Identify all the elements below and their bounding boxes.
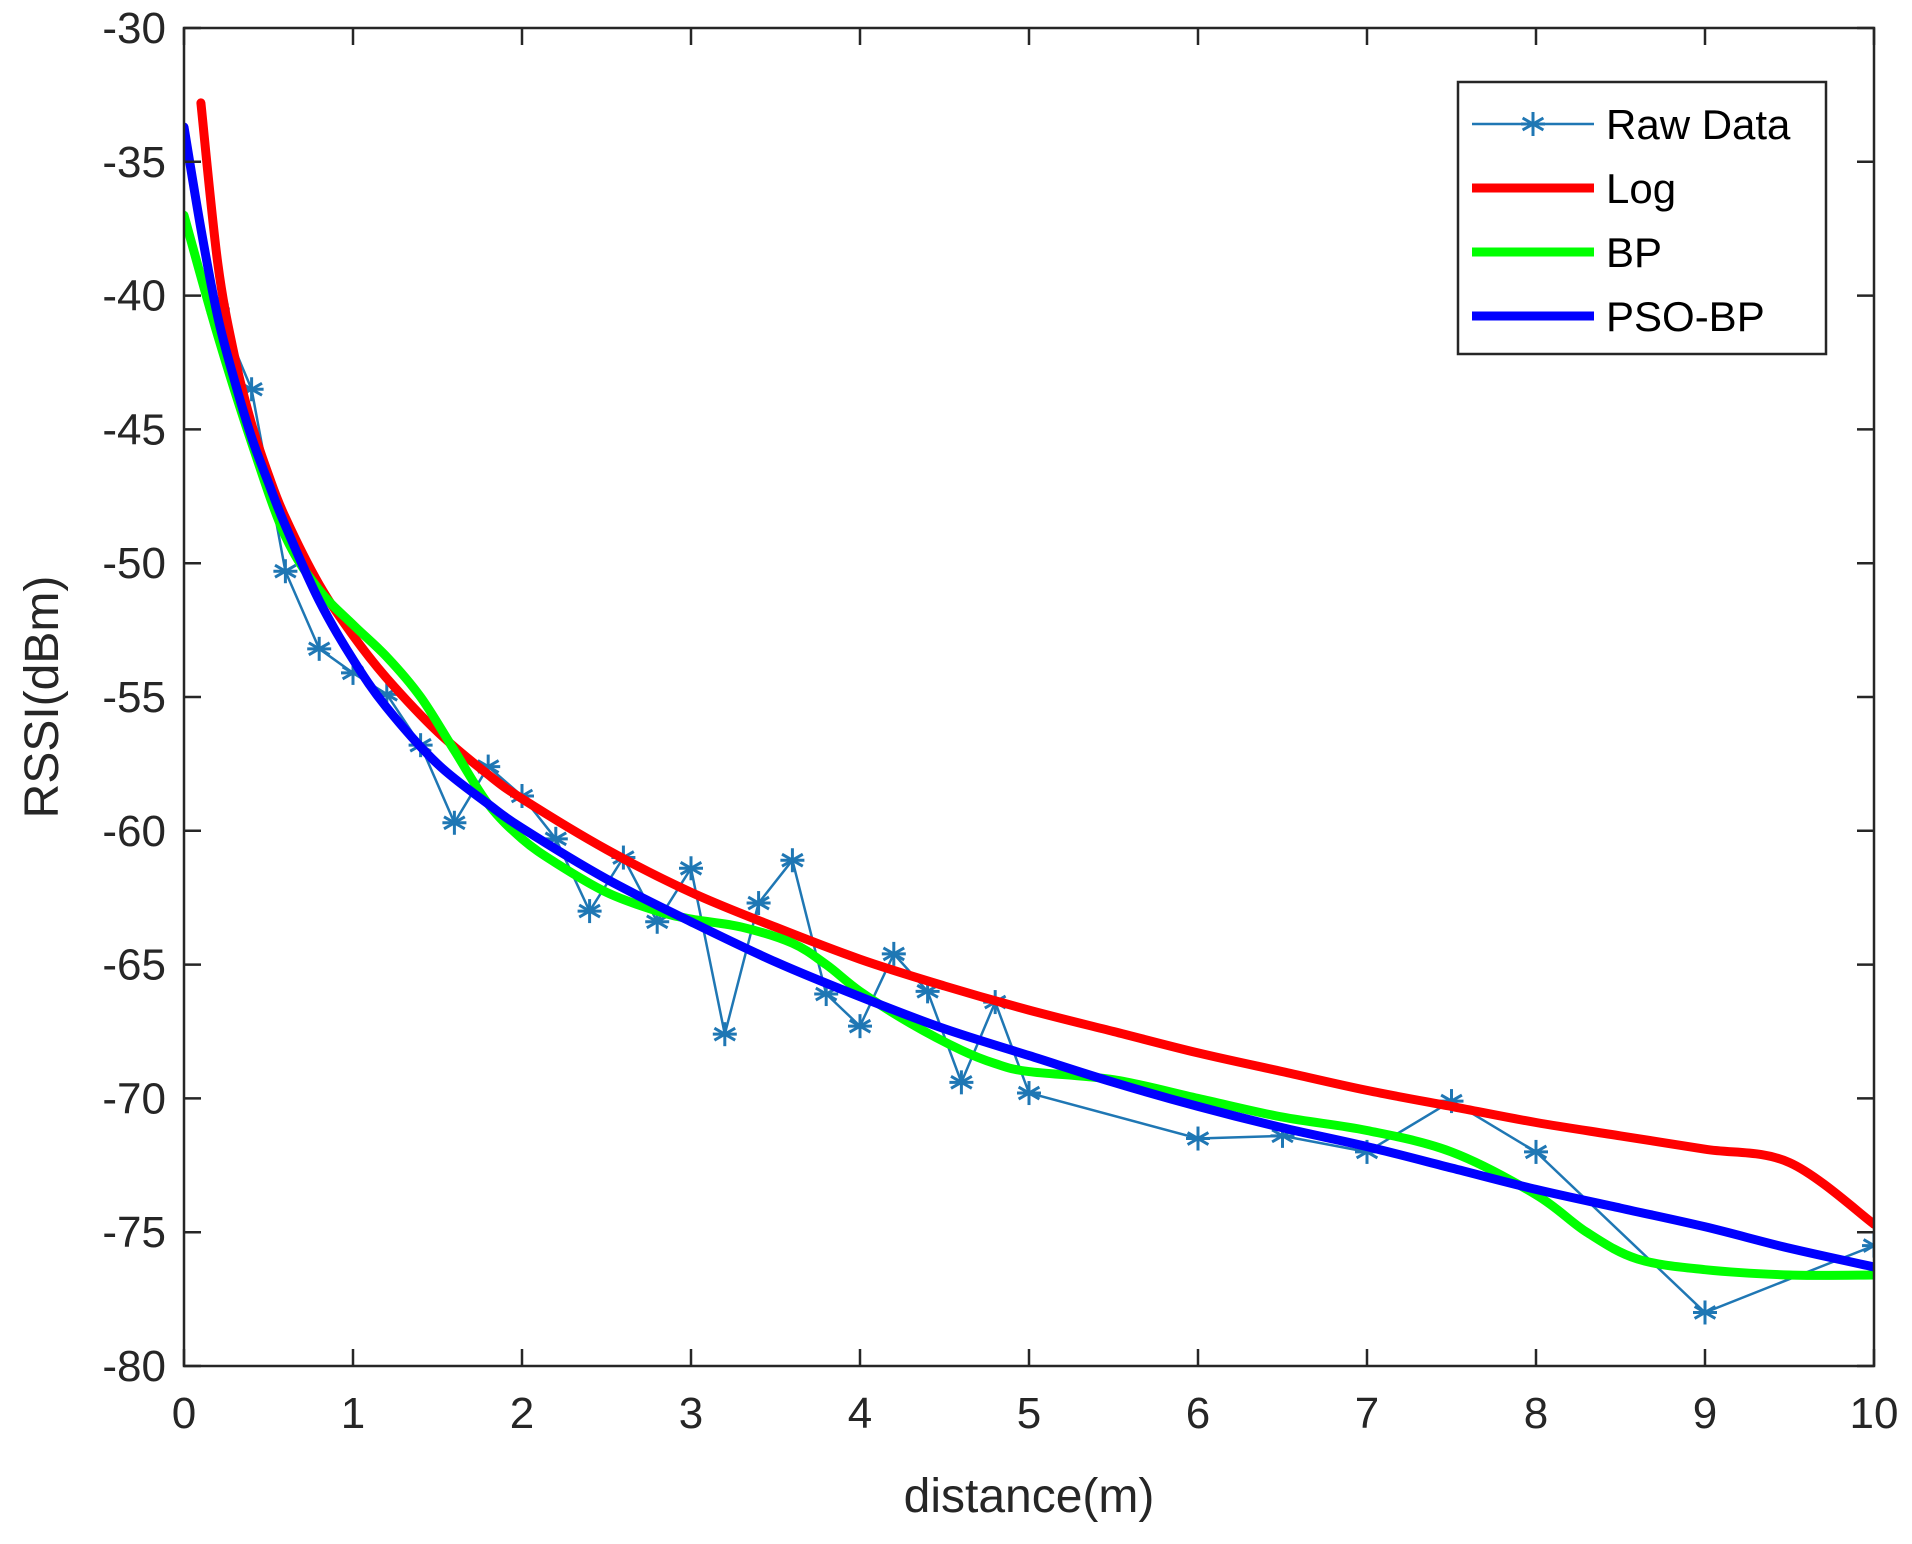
y-tick-labels: -80 -75 -70 -65 -60 -55 -50 -45 -40 -35 -30 — [102, 4, 166, 1391]
legend-item: PSO-BP — [1472, 293, 1765, 340]
y-axis-title: RSSI(dBm) — [16, 576, 69, 819]
y-tick-label: -65 — [102, 941, 166, 990]
raw-data-line — [216, 308, 1874, 1314]
x-tick-label: 7 — [1355, 1389, 1379, 1438]
raw-data-marker — [273, 559, 298, 584]
raw-data-marker — [881, 941, 906, 966]
y-tick-label: -75 — [102, 1208, 166, 1257]
raw-data-marker — [307, 636, 332, 661]
raw-data-marker — [1524, 1139, 1548, 1164]
legend-box — [1456, 80, 1828, 356]
series-line — [184, 122, 1874, 1272]
legend-items: Raw Data Log BP PSO-BP — [1472, 101, 1791, 340]
legend: Raw Data Log BP PSO-BP — [1456, 80, 1828, 356]
y-tick-label: -55 — [102, 673, 166, 722]
y-tick-label: -50 — [102, 539, 166, 588]
legend-item: BP — [1472, 229, 1662, 276]
x-tick-label: 1 — [341, 1389, 365, 1438]
raw-data-marker — [848, 1014, 872, 1039]
x-tick-label: 0 — [172, 1389, 196, 1438]
legend-label: Log — [1606, 165, 1676, 212]
raw-data-marker — [712, 1022, 737, 1047]
y-tick-label: -80 — [102, 1342, 166, 1391]
x-tick-label: 5 — [1017, 1389, 1041, 1438]
x-tick-label: 6 — [1186, 1389, 1210, 1438]
raw-data-marker — [1693, 1300, 1717, 1325]
series-pso-bp — [184, 122, 1874, 1272]
legend-item: Log — [1472, 165, 1676, 212]
raw-data-marker — [577, 899, 602, 924]
y-tick-label: -40 — [102, 272, 166, 321]
legend-label: PSO-BP — [1606, 293, 1765, 340]
y-tick-label: -30 — [102, 4, 166, 53]
y-tick-label: -60 — [102, 807, 166, 856]
x-tick-labels: 0 1 2 3 4 5 6 7 8 9 10 — [172, 1389, 1899, 1438]
x-tick-label: 2 — [510, 1389, 534, 1438]
legend-item: Raw Data — [1472, 101, 1791, 148]
raw-data-marker — [1017, 1081, 1041, 1106]
raw-data-marker — [1186, 1126, 1210, 1151]
tick-marks — [182, 26, 1876, 1368]
series-layer — [184, 98, 1874, 1325]
y-tick-label: -45 — [102, 405, 166, 454]
x-tick-label: 9 — [1693, 1389, 1717, 1438]
x-tick-label: 8 — [1524, 1389, 1548, 1438]
raw-data-marker — [1521, 112, 1545, 136]
x-axis-title: distance(m) — [904, 1470, 1155, 1523]
raw-data-marker — [1862, 1233, 1874, 1258]
legend-label: Raw Data — [1606, 101, 1791, 148]
x-tick-label: 4 — [848, 1389, 872, 1438]
raw-data-marker — [679, 856, 703, 881]
y-tick-label: -35 — [102, 138, 166, 187]
legend-label: BP — [1606, 229, 1662, 276]
y-tick-label: -70 — [102, 1074, 166, 1123]
x-tick-label: 3 — [679, 1389, 703, 1438]
raw-data-marker — [442, 810, 467, 835]
x-tick-label: 10 — [1850, 1389, 1899, 1438]
raw-data-marker — [949, 1070, 974, 1095]
raw-data-marker — [780, 848, 805, 873]
raw-data-marker — [746, 891, 771, 916]
